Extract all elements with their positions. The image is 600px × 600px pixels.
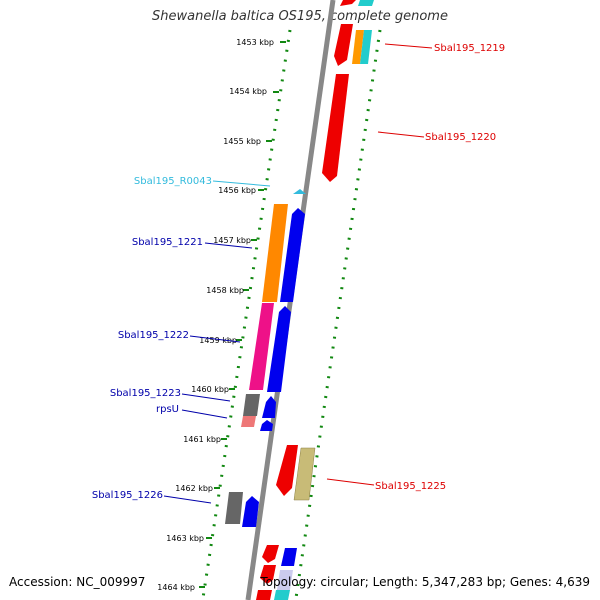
gene-label[interactable]: Sbal195_1220	[425, 132, 496, 143]
gene-label[interactable]: rpsU	[156, 404, 179, 415]
gene-feature[interactable]	[249, 303, 274, 390]
gene-feature[interactable]	[280, 208, 305, 302]
gene-feature[interactable]	[277, 570, 293, 590]
rna-feature[interactable]	[293, 189, 306, 194]
tick-label: 1456 kbp	[218, 186, 256, 195]
gene-label[interactable]: Sbal195_1225	[375, 481, 446, 492]
tick-marks	[199, 41, 286, 588]
reverse-strand-features	[256, 0, 374, 600]
gene-feature[interactable]	[256, 590, 272, 600]
gene-feature[interactable]	[262, 204, 288, 302]
gene-label[interactable]: Sbal195_R0043	[134, 176, 212, 187]
genome-summary-text: Topology: circular; Length: 5,347,283 bp…	[260, 575, 590, 589]
gene-feature[interactable]	[322, 74, 349, 182]
gene-feature[interactable]	[243, 394, 260, 416]
gene-feature[interactable]	[360, 30, 372, 64]
tick-label: 1464 kbp	[157, 583, 195, 592]
accession-text: Accession: NC_009997	[9, 575, 146, 589]
gene-feature[interactable]	[274, 590, 290, 600]
map-title: Shewanella baltica OS195, complete genom…	[152, 9, 448, 24]
gene-feature[interactable]	[262, 396, 276, 418]
gene-label[interactable]: Sbal195_1223	[110, 388, 181, 399]
gene-feature[interactable]	[281, 548, 297, 566]
gene-label[interactable]: Sbal195_1221	[132, 237, 203, 248]
forward-strand-features	[225, 189, 306, 527]
gene-feature[interactable]	[241, 416, 256, 427]
tick-label: 1453 kbp	[236, 38, 274, 47]
tick-label: 1463 kbp	[166, 534, 204, 543]
gene-label[interactable]: Sbal195_1222	[118, 330, 189, 341]
tick-label: 1462 kbp	[175, 484, 213, 493]
gene-feature[interactable]	[262, 545, 279, 563]
tick-label: 1455 kbp	[223, 137, 261, 146]
tick-label: 1460 kbp	[191, 385, 229, 394]
gene-feature[interactable]	[340, 0, 356, 6]
gene-feature[interactable]	[267, 306, 291, 392]
label-leaders	[163, 43, 433, 504]
gene-feature[interactable]	[242, 496, 259, 527]
gene-feature[interactable]	[276, 445, 298, 496]
gene-feature[interactable]	[260, 420, 273, 431]
gene-label[interactable]: Sbal195_1226	[92, 490, 163, 501]
tick-label: 1457 kbp	[213, 236, 251, 245]
tick-label: 1454 kbp	[229, 87, 267, 96]
gene-feature[interactable]	[334, 24, 353, 66]
gene-feature[interactable]	[260, 565, 276, 584]
gene-feature[interactable]	[293, 447, 316, 501]
tick-label: 1458 kbp	[206, 286, 244, 295]
gene-feature[interactable]	[225, 492, 243, 524]
gene-feature[interactable]	[358, 0, 374, 6]
gene-label[interactable]: Sbal195_1219	[434, 43, 505, 54]
tick-label: 1459 kbp	[199, 336, 237, 345]
tick-label: 1461 kbp	[183, 435, 221, 444]
